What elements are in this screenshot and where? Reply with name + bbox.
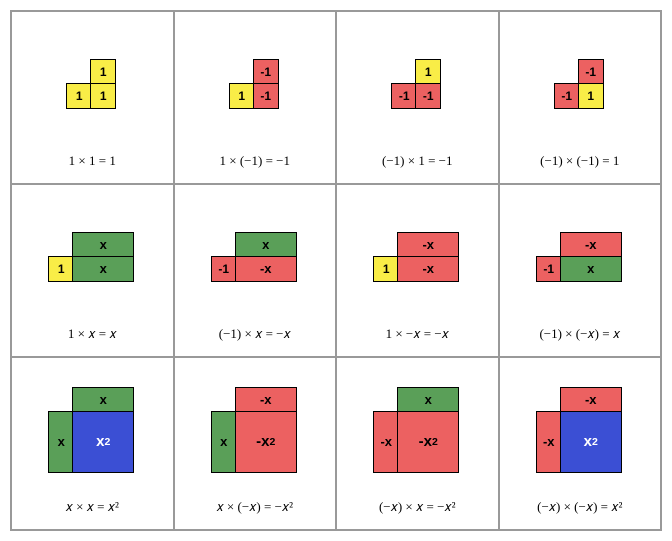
tiles-container: -xx-x2	[211, 387, 299, 475]
tile-rect-h: x	[72, 232, 134, 258]
cell-r3c3: x-x-x2 (−𝑥) × 𝑥 = −𝑥²	[336, 357, 499, 530]
tile-big: -x2	[235, 411, 297, 473]
tile-rect-h: x	[560, 256, 622, 282]
equation-caption: 1 × 1 = 1	[69, 153, 116, 175]
tile-sq: 1	[229, 83, 255, 109]
tile-diagram: -x-1x	[508, 193, 653, 322]
equation-caption: (−1) × 1 = −1	[382, 153, 452, 175]
tile-sq: 1	[90, 59, 116, 85]
tiles-container: -x-1x	[536, 232, 624, 284]
equation-caption: 1 × 𝑥 = 𝑥	[68, 326, 117, 348]
tiles-container: -x1-x	[373, 232, 461, 284]
tile-big: x2	[72, 411, 134, 473]
tile-big: x2	[560, 411, 622, 473]
tile-rect-h: x	[235, 232, 297, 258]
tile-diagram: xxx2	[20, 366, 165, 495]
tile-diagram: x1x	[20, 193, 165, 322]
tiles-container: x-x-x2	[373, 387, 461, 475]
tile-rect-h: x	[72, 256, 134, 282]
tile-sq: -1	[211, 256, 237, 282]
cell-r1c1: 111 1 × 1 = 1	[11, 11, 174, 184]
cell-r2c3: -x1-x 1 × −𝑥 = −𝑥	[336, 184, 499, 357]
equation-caption: (−𝑥) × (−𝑥) = 𝑥²	[537, 499, 622, 521]
cell-r3c4: -x-xx2 (−𝑥) × (−𝑥) = 𝑥²	[499, 357, 662, 530]
tile-sq: -1	[391, 83, 417, 109]
cell-r1c3: 1-1-1 (−1) × 1 = −1	[336, 11, 499, 184]
tiles-container: x1x	[48, 232, 136, 284]
cell-r2c2: x-1-x (−1) × 𝑥 = −𝑥	[174, 184, 337, 357]
tiles-container: 111	[66, 59, 118, 111]
tile-rect-h: -x	[397, 232, 459, 258]
tile-sq: -1	[253, 83, 279, 109]
tile-sq: 1	[578, 83, 604, 109]
tile-rect-v: x	[211, 411, 237, 473]
tile-big: -x2	[397, 411, 459, 473]
equation-caption: (−1) × (−1) = 1	[540, 153, 619, 175]
tile-rect-v: x	[48, 411, 74, 473]
tile-rect-v: -x	[373, 411, 399, 473]
equation-caption: (−1) × 𝑥 = −𝑥	[219, 326, 291, 348]
tile-sq: -1	[554, 83, 580, 109]
cell-r3c2: -xx-x2 𝑥 × (−𝑥) = −𝑥²	[174, 357, 337, 530]
tiles-container: xxx2	[48, 387, 136, 475]
tile-rect-v: -x	[536, 411, 562, 473]
tile-rect-h: x	[72, 387, 134, 413]
tile-diagram: -11-1	[183, 20, 328, 149]
tile-sq: -1	[415, 83, 441, 109]
tile-sq: -1	[536, 256, 562, 282]
cell-r3c1: xxx2 𝑥 × 𝑥 = 𝑥²	[11, 357, 174, 530]
tile-diagram: -x1-x	[345, 193, 490, 322]
equation-caption: 1 × (−1) = −1	[220, 153, 290, 175]
equation-caption: 1 × −𝑥 = −𝑥	[386, 326, 449, 348]
tile-sq: -1	[253, 59, 279, 85]
tile-diagram: -1-11	[508, 20, 653, 149]
tile-diagram: 1-1-1	[345, 20, 490, 149]
cell-r1c4: -1-11 (−1) × (−1) = 1	[499, 11, 662, 184]
equation-caption: 𝑥 × (−𝑥) = −𝑥²	[216, 499, 293, 521]
tiles-container: -x-xx2	[536, 387, 624, 475]
tile-diagram: -x-xx2	[508, 366, 653, 495]
tile-diagram: 111	[20, 20, 165, 149]
tile-diagram: x-1-x	[183, 193, 328, 322]
tile-rect-h: -x	[397, 256, 459, 282]
tiles-container: -11-1	[229, 59, 281, 111]
tile-rect-h: -x	[560, 387, 622, 413]
tiles-container: -1-11	[554, 59, 606, 111]
cell-r2c4: -x-1x (−1) × (−𝑥) = 𝑥	[499, 184, 662, 357]
tile-sq: 1	[66, 83, 92, 109]
tile-diagram: x-x-x2	[345, 366, 490, 495]
tile-rect-h: -x	[235, 256, 297, 282]
tile-sq: 1	[48, 256, 74, 282]
tile-rect-h: x	[397, 387, 459, 413]
equation-caption: 𝑥 × 𝑥 = 𝑥²	[66, 499, 119, 521]
equation-caption: (−𝑥) × 𝑥 = −𝑥²	[379, 499, 456, 521]
tile-sq: 1	[90, 83, 116, 109]
tile-sq: 1	[373, 256, 399, 282]
equation-caption: (−1) × (−𝑥) = 𝑥	[539, 326, 620, 348]
tiles-container: x-1-x	[211, 232, 299, 284]
tile-sq: 1	[415, 59, 441, 85]
tile-rect-h: -x	[235, 387, 297, 413]
algebra-tiles-grid: 1111 × 1 = 1-11-11 × (−1) = −11-1-1(−1) …	[10, 10, 662, 531]
cell-r2c1: x1x 1 × 𝑥 = 𝑥	[11, 184, 174, 357]
tile-sq: -1	[578, 59, 604, 85]
cell-r1c2: -11-1 1 × (−1) = −1	[174, 11, 337, 184]
tiles-container: 1-1-1	[391, 59, 443, 111]
tile-rect-h: -x	[560, 232, 622, 258]
tile-diagram: -xx-x2	[183, 366, 328, 495]
